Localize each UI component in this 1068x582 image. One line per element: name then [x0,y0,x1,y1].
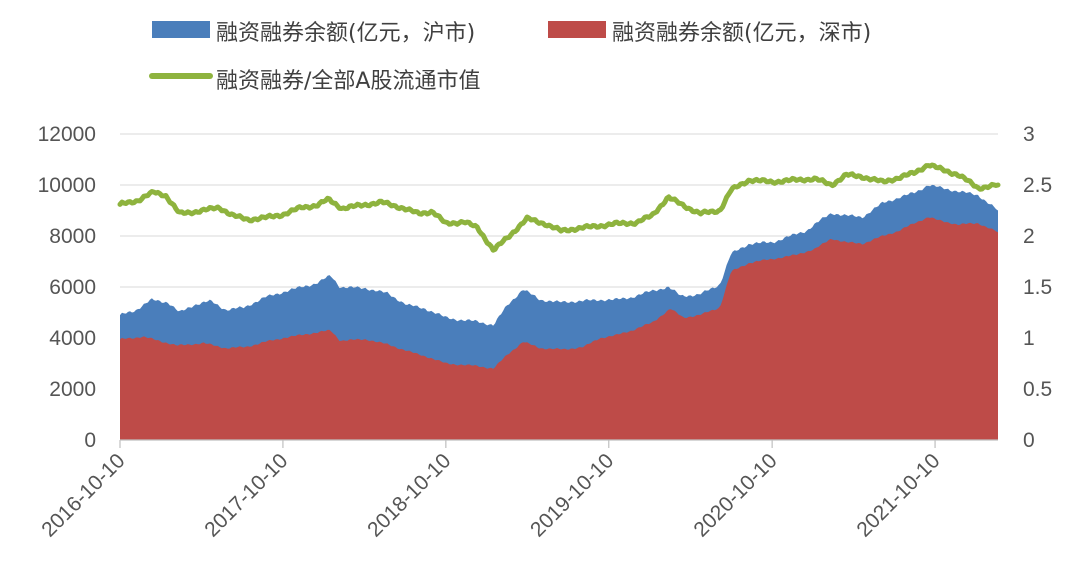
legend-label-sz: 融资融券余额(亿元，深市) [612,21,871,46]
y-left-tick-12000: 12000 [38,123,96,146]
x-tick-2021-10-10: 2021-10-10 [852,449,944,541]
y-left-tick-6000: 6000 [49,276,96,299]
y-left-tick-0: 0 [84,429,96,452]
y-left-tick-labels: 0 2000 4000 6000 8000 10000 12000 [38,123,96,452]
y-right-tick-3: 3 [1023,123,1035,146]
y-right-tick-labels: 0 0.5 1 1.5 2 2.5 3 [1023,123,1052,452]
area-shenzhen-balance [120,217,998,440]
ratio-line-group [117,162,1001,253]
axes [119,439,998,448]
x-tick-labels: 2016-10-10 2017-10-10 2018-10-10 2019-10-10… [37,449,944,541]
y-right-tick-0: 0 [1023,429,1035,452]
legend-label-sh: 融资融券余额(亿元，沪市) [216,21,475,46]
y-right-tick-2.5: 2.5 [1023,174,1052,197]
x-tick-2019-10-10: 2019-10-10 [526,449,618,541]
y-left-tick-8000: 8000 [49,225,96,248]
legend: 融资融券余额(亿元，沪市) 融资融券余额(亿元，深市) 融资融券/全部A股流通市值 [149,21,871,94]
y-right-tick-1.5: 1.5 [1023,276,1052,299]
x-tick-2017-10-10: 2017-10-10 [200,449,292,541]
x-tick-2016-10-10: 2016-10-10 [37,449,129,541]
y-left-tick-4000: 4000 [49,327,96,350]
ratio-line [117,162,1001,253]
x-tick-2020-10-10: 2020-10-10 [689,449,781,541]
y-right-tick-0.5: 0.5 [1023,378,1052,401]
legend-swatch-sz [548,21,606,38]
legend-swatch-sh [152,21,210,38]
y-left-tick-10000: 10000 [38,174,96,197]
x-tick-2018-10-10: 2018-10-10 [363,449,455,541]
plot-areas [120,184,998,440]
y-right-tick-2: 2 [1023,225,1035,248]
y-right-tick-1: 1 [1023,327,1035,350]
legend-label-ratio: 融资融券/全部A股流通市值 [216,69,480,94]
y-left-tick-2000: 2000 [49,378,96,401]
